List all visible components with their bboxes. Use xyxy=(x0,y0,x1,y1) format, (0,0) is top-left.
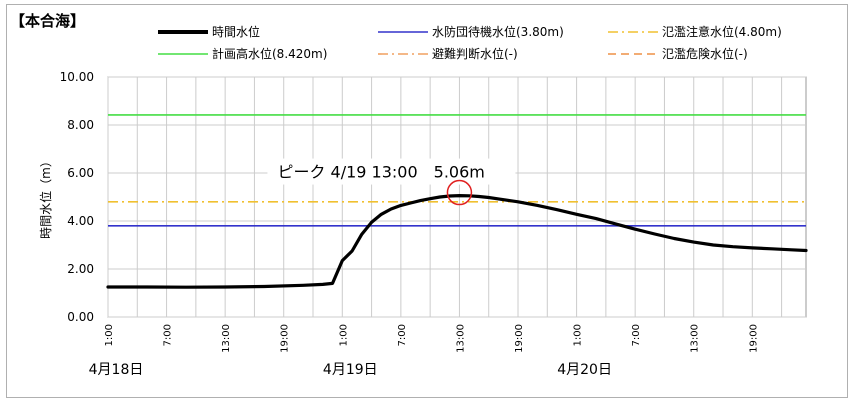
x-tick-label: 13:00 xyxy=(455,324,466,353)
series-layer xyxy=(106,194,808,289)
x-tick-label: 19:00 xyxy=(280,324,291,353)
x-tick-label: 7:00 xyxy=(631,324,642,346)
legend-label: 氾濫注意水位(4.80m) xyxy=(662,24,782,39)
x-tick-label: 7:00 xyxy=(397,324,408,346)
series-line xyxy=(106,194,808,289)
legend-label: 水防団待機水位(3.80m) xyxy=(432,24,564,39)
legend: 時間水位 水防団待機水位(3.80m) 氾濫注意水位(4.80m) 計画高水位(8.4… xyxy=(158,24,782,61)
reference-lines xyxy=(108,114,806,227)
legend-label: 避難判断水位(-) xyxy=(432,46,518,61)
x-tick-label: 1:00 xyxy=(104,324,115,346)
x-tick-label: 19:00 xyxy=(514,324,525,353)
y-tick-label: 2.00 xyxy=(67,262,94,276)
annotation-box xyxy=(267,158,516,185)
x-tick-label: 1:00 xyxy=(573,324,584,346)
y-tick-label: 4.00 xyxy=(67,214,94,228)
x-axis: 1:00 7:00 13:00 19:00 1:00 7:00 13:00 19:00 1:00… xyxy=(89,324,760,378)
legend-label: 時間水位 xyxy=(212,24,260,39)
legend-label: 氾濫危険水位(-) xyxy=(662,46,748,61)
grid xyxy=(107,76,806,318)
peak-marker xyxy=(446,179,473,206)
plot-area: ピーク 4/19 13:00 5.06m xyxy=(106,76,808,318)
y-axis-label: 時間水位（m） xyxy=(38,155,53,239)
x-tick-label: 7:00 xyxy=(163,324,174,346)
legend-label: 計画高水位(8.420m) xyxy=(212,46,327,61)
y-tick-label: 6.00 xyxy=(67,166,94,180)
y-tick-label: 0.00 xyxy=(67,310,94,324)
date-label: 4月18日 xyxy=(89,362,144,378)
x-tick-label: 13:00 xyxy=(690,324,701,353)
date-label: 4月20日 xyxy=(557,362,612,378)
x-tick-label: 13:00 xyxy=(221,324,232,353)
y-axis: 0.00 2.00 4.00 6.00 8.00 10.00 xyxy=(60,70,94,324)
y-tick-label: 10.00 xyxy=(60,70,94,84)
y-tick-label: 8.00 xyxy=(67,118,94,132)
x-tick-label: 1:00 xyxy=(338,324,349,346)
date-label: 4月19日 xyxy=(323,362,378,378)
x-tick-label: 19:00 xyxy=(748,324,759,353)
annotation-text: ピーク 4/19 13:00 5.06m xyxy=(277,163,484,182)
peak-annotation: ピーク 4/19 13:00 5.06m xyxy=(267,158,516,206)
station-title: 【本合海】 xyxy=(10,12,85,30)
